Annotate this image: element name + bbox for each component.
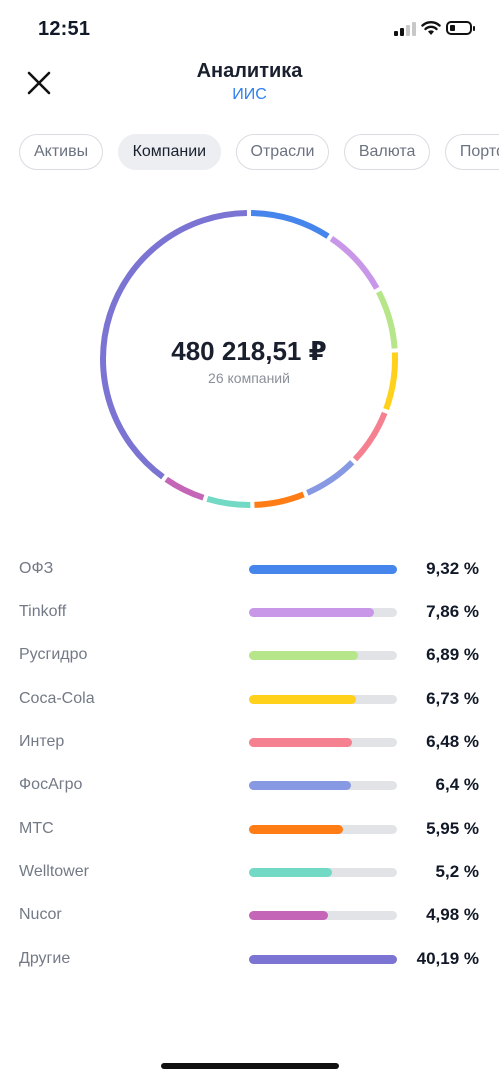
share-bar-track xyxy=(249,868,397,877)
cellular-signal-icon xyxy=(394,22,418,36)
list-item[interactable]: Nucor 4,98 % xyxy=(0,894,499,936)
nav-header: Аналитика ИИС xyxy=(0,56,499,116)
page-title: Аналитика xyxy=(196,60,303,82)
share-percent: 5,95 % xyxy=(426,819,479,838)
company-name: Интер xyxy=(19,733,65,750)
wifi-icon xyxy=(421,21,441,35)
company-name: ОФЗ xyxy=(19,560,54,577)
tab-currency[interactable]: Валюта xyxy=(343,134,431,170)
list-item[interactable]: Coca-Cola 6,73 % xyxy=(0,678,499,720)
tab-companies[interactable]: Компании xyxy=(117,134,222,170)
share-percent: 9,32 % xyxy=(426,559,479,578)
tab-portfolio[interactable]: Портфе xyxy=(444,134,499,170)
donut-segment-6 xyxy=(306,460,355,496)
list-item[interactable]: ОФЗ 9,32 % xyxy=(0,548,499,590)
share-bar-fill xyxy=(249,955,397,964)
home-indicator[interactable] xyxy=(161,1063,339,1069)
company-name: ФосАгро xyxy=(19,776,83,793)
list-item[interactable]: ФосАгро 6,4 % xyxy=(0,764,499,806)
share-bar-fill xyxy=(249,738,352,747)
share-percent: 6,89 % xyxy=(426,645,479,664)
donut-segment-10 xyxy=(100,210,248,480)
company-name: Coca-Cola xyxy=(19,690,95,707)
share-percent: 5,2 % xyxy=(435,862,479,881)
share-bar-track xyxy=(249,825,397,834)
share-bar-fill xyxy=(249,825,343,834)
company-name: Другие xyxy=(19,950,71,967)
donut-svg xyxy=(100,210,398,508)
donut-segment-3 xyxy=(375,290,398,349)
donut-segment-4 xyxy=(383,352,398,411)
status-time: 12:51 xyxy=(38,18,91,40)
share-percent: 6,48 % xyxy=(426,732,479,751)
share-bar-track xyxy=(249,781,397,790)
tab-industries[interactable]: Отрасли xyxy=(235,134,330,170)
share-bar-fill xyxy=(249,781,351,790)
company-name: МТС xyxy=(19,820,54,837)
share-bar-fill xyxy=(249,565,397,574)
battery-icon xyxy=(446,21,475,35)
list-item[interactable]: Русгидро 6,89 % xyxy=(0,634,499,676)
donut-segment-5 xyxy=(352,411,388,462)
donut-segment-8 xyxy=(206,496,251,508)
list-item[interactable]: Другие 40,19 % xyxy=(0,938,499,980)
list-item[interactable]: МТС 5,95 % xyxy=(0,808,499,850)
status-bar: 12:51 xyxy=(0,0,499,60)
share-bar-fill xyxy=(249,911,328,920)
donut-segment-9 xyxy=(164,476,205,501)
account-subtitle: ИИС xyxy=(232,86,267,103)
share-percent: 6,73 % xyxy=(426,689,479,708)
donut-chart: 480 218,51 ₽ 26 компаний xyxy=(98,208,400,510)
share-bar-track xyxy=(249,608,397,617)
share-bar-track xyxy=(249,565,397,574)
portfolio-total: 480 218,51 ₽ xyxy=(171,336,327,366)
company-name: Tinkoff xyxy=(19,603,67,620)
company-name: Nucor xyxy=(19,906,62,923)
share-bar-fill xyxy=(249,868,332,877)
share-bar-track xyxy=(249,651,397,660)
donut-segment-2 xyxy=(329,235,380,290)
company-name: Русгидро xyxy=(19,646,88,663)
share-bar-fill xyxy=(249,651,358,660)
tabs-bar: Активы Компании Отрасли Валюта Портфе xyxy=(19,134,499,174)
share-bar-track xyxy=(249,695,397,704)
close-icon[interactable] xyxy=(24,68,54,98)
companies-count: 26 компаний xyxy=(208,370,290,386)
share-bar-track xyxy=(249,738,397,747)
share-percent: 6,4 % xyxy=(435,775,479,794)
share-bar-track xyxy=(249,955,397,964)
donut-segment-1 xyxy=(250,210,330,239)
donut-segment-7 xyxy=(254,491,305,508)
share-percent: 40,19 % xyxy=(416,949,479,968)
list-item[interactable]: Welltower 5,2 % xyxy=(0,851,499,893)
share-percent: 7,86 % xyxy=(426,602,479,621)
share-percent: 4,98 % xyxy=(426,905,479,924)
company-name: Welltower xyxy=(19,863,89,880)
list-item[interactable]: Tinkoff 7,86 % xyxy=(0,591,499,633)
tab-assets[interactable]: Активы xyxy=(19,134,104,170)
share-bar-fill xyxy=(249,695,356,704)
list-item[interactable]: Интер 6,48 % xyxy=(0,721,499,763)
share-bar-track xyxy=(249,911,397,920)
share-bar-fill xyxy=(249,608,374,617)
